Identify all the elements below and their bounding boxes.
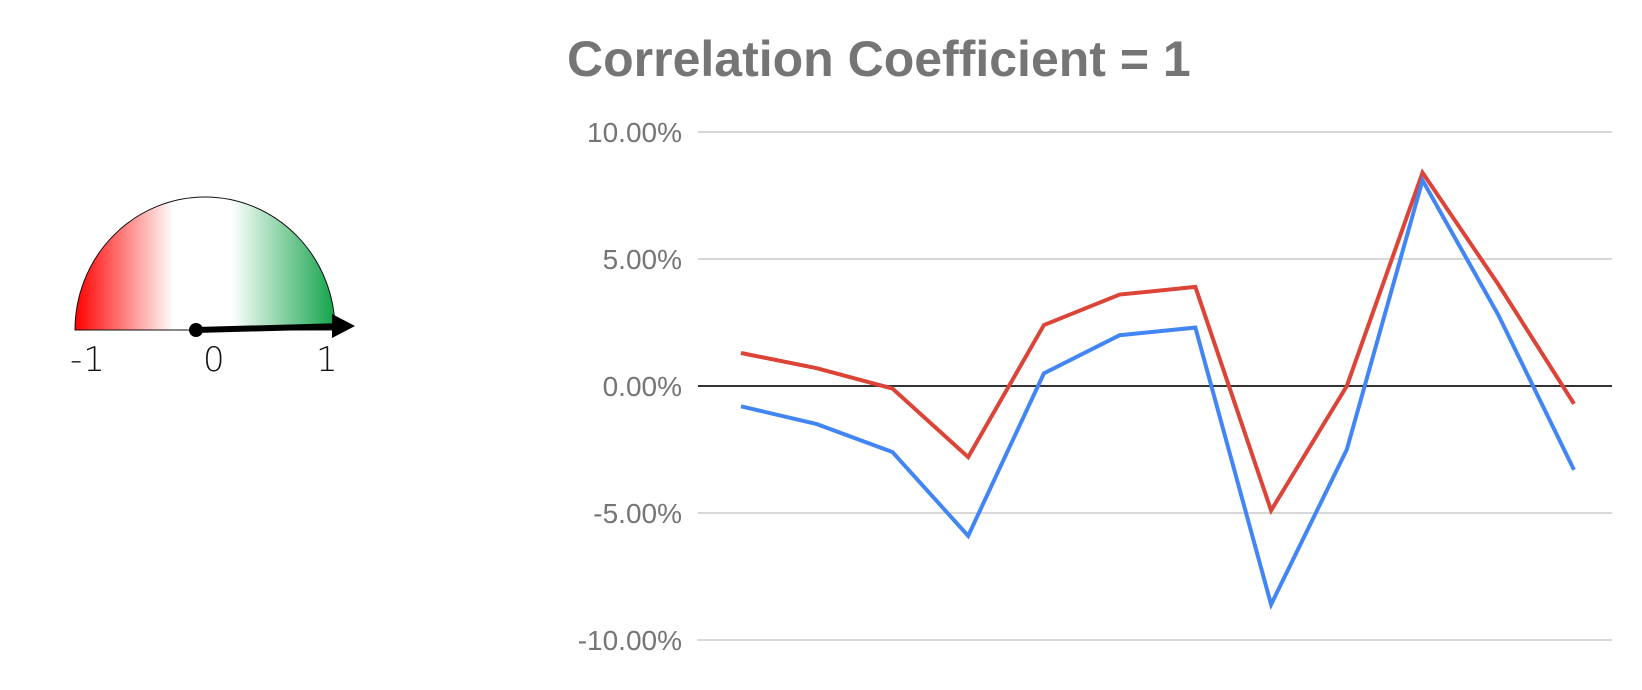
y-tick-label: 10.00%	[587, 117, 682, 148]
y-tick-label: -5.00%	[593, 498, 682, 529]
y-tick-label: 0.00%	[603, 371, 682, 402]
gauge-svg	[74, 196, 355, 338]
gauge-needle-arrowhead	[332, 314, 355, 338]
series-line-1	[740, 168, 1576, 516]
gauge-needle-pivot	[189, 323, 203, 337]
gauge-arc	[74, 196, 336, 331]
series-line-2	[740, 175, 1576, 611]
gauge-needle	[195, 323, 346, 333]
y-tick-label: -10.00%	[578, 625, 682, 656]
y-tick-label: 5.00%	[603, 244, 682, 275]
gauge-label-min: -1	[70, 340, 106, 380]
chart-title: Correlation Coefficient = 1	[567, 31, 1191, 87]
gauge-label-max: 1	[316, 340, 339, 380]
gauge-label-mid: 0	[203, 340, 226, 380]
correlation-gauge: -1 0 1	[60, 180, 380, 410]
